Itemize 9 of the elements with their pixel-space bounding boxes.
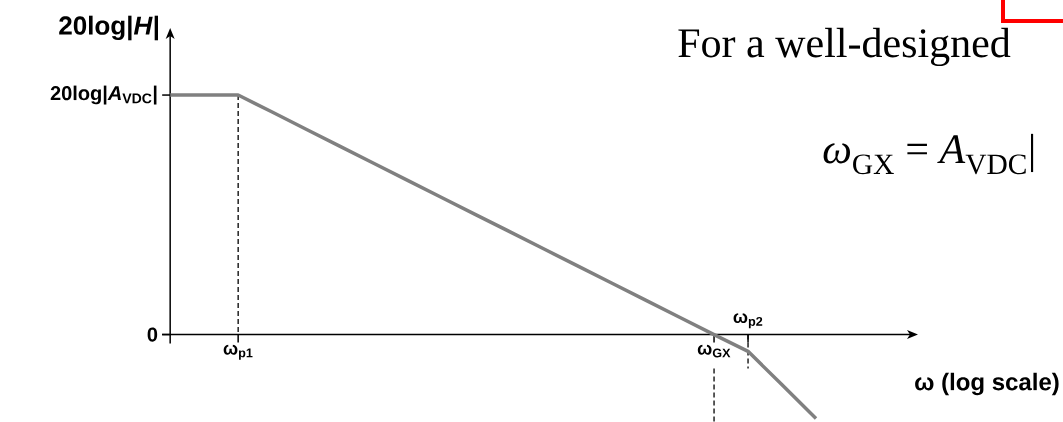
text: For a well-designed <box>678 27 1011 67</box>
x-tick-label: ω$_{p2}$ <box>733 313 763 329</box>
annotation: ω$_{GX}$ = A$_{VDC}$| <box>823 133 1034 175</box>
x-axis-title: ω (log scale) <box>915 372 1059 396</box>
annotation: 20log|A$_{VDC}$| <box>50 85 157 105</box>
y-axis-title: 20log|H| <box>59 15 158 41</box>
x-tick-label: ω$_{p1}$ <box>223 344 253 360</box>
x-tick-label: ω$_{GX}$ <box>697 344 731 358</box>
annotation: 0 <box>147 327 158 342</box>
